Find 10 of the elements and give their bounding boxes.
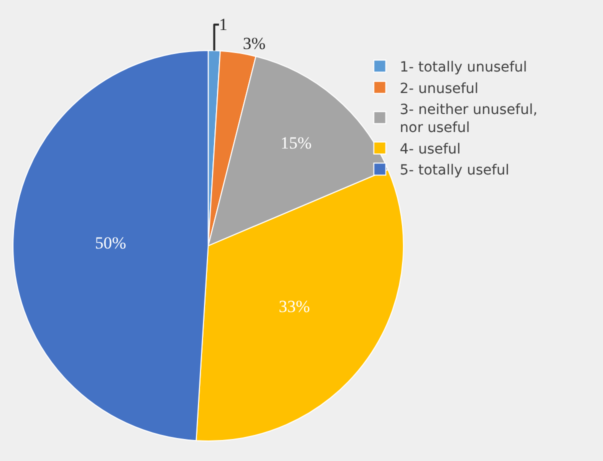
legend-label: 3- neither unuseful, nor useful	[400, 102, 538, 136]
data-label: 15%	[280, 134, 312, 153]
legend-label: 2- unuseful	[400, 80, 478, 97]
legend-label: 5- totally useful	[400, 162, 510, 179]
legend-label: 4- useful	[400, 141, 461, 158]
data-label: 1	[218, 15, 228, 34]
data-label: 3%	[242, 34, 266, 54]
legend-label: 1- totally unuseful	[400, 60, 528, 76]
data-label: 33%	[278, 297, 310, 316]
data-label: 50%	[95, 233, 126, 252]
